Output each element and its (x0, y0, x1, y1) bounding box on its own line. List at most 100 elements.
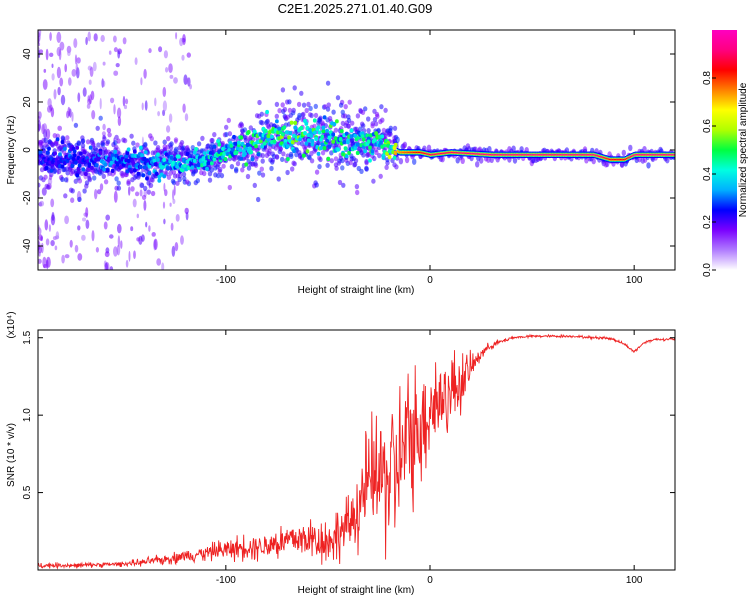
spectrogram-core-cell (94, 163, 99, 168)
figure-title: C2E1.2025.271.01.40.G09 (278, 1, 433, 16)
spectrogram-noise-cell (162, 86, 167, 98)
spectrogram-noise-cell (134, 57, 138, 65)
spectrogram-core-cell (156, 152, 160, 157)
spectrogram-noise-cell (180, 235, 184, 245)
spectrogram-noise-cell (184, 207, 189, 215)
spectrogram-tone-cell (460, 152, 462, 154)
spectrogram-halo-cell (314, 169, 320, 175)
spectrogram-core-cell (239, 156, 244, 161)
spectrogram-halo-cell (301, 102, 307, 108)
spectrogram-tone-cell (479, 153, 481, 155)
spectrogram-tone-cell (406, 151, 409, 154)
spectrogram-core-cell (232, 134, 236, 140)
spectrogram-tone-cell (530, 154, 532, 156)
spectrogram-noise-cell (53, 89, 57, 100)
spectrogram-core-cell (186, 165, 191, 171)
spectrogram-xlabel: Height of straight line (km) (298, 285, 415, 296)
spectrogram-halo-cell (245, 173, 251, 180)
spectrogram-halo-cell (373, 121, 379, 127)
spectrogram-tone-cell (480, 153, 482, 155)
spectrogram-core-cell (366, 136, 371, 141)
spectrogram-tone-cell (501, 154, 503, 156)
spectrogram-halo-cell (116, 185, 122, 191)
spectrogram-tone-cell (553, 154, 556, 156)
spectrogram-core-cell (275, 119, 279, 124)
spectrogram-noise-cell (82, 217, 87, 222)
spectrogram-core-cell (256, 152, 261, 157)
spectrogram-tone-cell (591, 154, 594, 156)
spectrogram-noise-cell (49, 52, 54, 57)
spectrogram-halo-cell (175, 180, 180, 186)
spectrogram-halo-cell (256, 196, 261, 203)
spectrogram-halo-cell (85, 139, 91, 145)
spectrogram-core-cell (131, 161, 136, 166)
spectrogram-core-cell (363, 149, 367, 154)
spectrogram-tone-cell (641, 154, 644, 156)
spectrogram-noise-cell (75, 62, 79, 75)
spectrogram-core-cell (139, 164, 143, 169)
spectrogram-halo-cell (259, 166, 264, 172)
snr-ytick-label: 0.5 (22, 485, 33, 499)
spectrogram-halo-cell (248, 125, 253, 131)
spectrogram-tone-cell (439, 152, 442, 155)
spectrogram-noise-cell (50, 198, 55, 208)
spectrogram-noise-cell (100, 34, 105, 43)
spectrogram-tone-cell (477, 153, 480, 155)
spectrogram-noise-cell (172, 189, 175, 201)
spectrogram-core-cell (316, 125, 321, 130)
spectrogram-noise-cell (42, 123, 48, 133)
spectrogram-tone-cell (523, 154, 525, 156)
spectrogram-tone-cell (646, 154, 649, 156)
spectrogram-tone-cell (562, 154, 564, 156)
spectrogram-tone-cell (608, 158, 611, 161)
spectrogram-core-cell (112, 156, 116, 161)
spectrogram-tone-cell (561, 154, 563, 156)
spectrogram-core-cell (355, 142, 360, 147)
spectrogram-halo-cell (487, 146, 492, 153)
spectrogram-core-cell (165, 166, 170, 171)
spectrogram-tone-cell (507, 154, 509, 156)
spectrogram-core-cell (139, 145, 143, 150)
spectrogram-core-cell (115, 162, 120, 167)
spectrogram-tone-cell (666, 154, 668, 156)
spectrogram-halo-cell (220, 140, 225, 146)
spectrogram-core-cell (234, 150, 239, 155)
spectrogram-noise-cell (87, 31, 91, 42)
spectrogram-core-cell (153, 162, 158, 167)
spectrogram-noise-cell (173, 184, 176, 196)
spectrogram-tone-cell (622, 158, 624, 161)
snr-xtick-label: 100 (626, 575, 643, 586)
spectrogram-halo-cell (170, 178, 176, 184)
spectrogram-core-cell (90, 165, 94, 170)
spectrogram-core-cell (136, 171, 141, 176)
spectrogram-noise-cell (117, 50, 121, 59)
spectrogram-core-cell (342, 140, 347, 145)
spectrogram-noise-cell (102, 123, 106, 131)
spectrogram-halo-cell (162, 139, 167, 145)
spectrogram-noise-cell (77, 92, 81, 103)
spectrogram-tone-cell (616, 158, 618, 161)
spectrogram-tone-cell (445, 152, 448, 154)
spectrogram-noise-cell (141, 102, 144, 111)
spectrogram-halo-cell (274, 101, 280, 107)
snr-xtick-label: -100 (216, 575, 236, 586)
spectrogram-tone-cell (624, 158, 627, 160)
spectrogram-core-cell (360, 134, 365, 139)
spectrogram-tone-cell (573, 154, 575, 156)
spectrogram-halo-cell (512, 157, 518, 164)
spectrogram-core-cell (326, 156, 331, 161)
spectrogram-halo-cell (139, 182, 145, 188)
spectrogram-noise-cell (42, 79, 48, 90)
spectrogram-noise-cell (102, 61, 106, 66)
spectrogram-tone-cell (554, 154, 557, 156)
spectrogram-halo-cell (340, 165, 345, 171)
spectrogram-halo-cell (171, 169, 177, 175)
spectrogram-core-cell (282, 125, 287, 130)
spectrogram-noise-cell (128, 250, 131, 262)
spectrogram-halo-cell (110, 171, 115, 177)
spectrogram-core-cell (47, 146, 51, 151)
spectrogram-halo-cell (174, 146, 179, 152)
spectrogram-tone-cell (580, 154, 583, 156)
spectrogram-halo-cell (239, 122, 245, 129)
